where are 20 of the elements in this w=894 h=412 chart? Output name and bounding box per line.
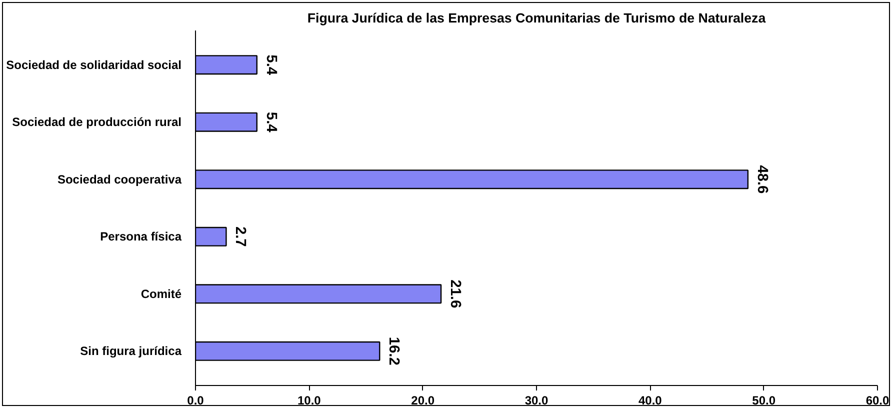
x-tick-label: 30.0: [524, 394, 549, 408]
x-tick-label: 0.0: [187, 394, 204, 408]
data-label: 5.4: [262, 112, 279, 134]
data-label: 16.2: [386, 336, 402, 366]
x-tick-label: 20.0: [411, 394, 435, 408]
x-tick-label: 50.0: [752, 394, 776, 408]
data-label: 21.6: [447, 280, 464, 308]
y-tick-label: Sociedad cooperativa: [57, 172, 182, 186]
x-tick-label: 40.0: [638, 394, 662, 408]
data-label: 2.7: [232, 226, 248, 247]
data-label: 5.4: [262, 54, 279, 76]
y-tick-label: Comité: [140, 286, 182, 301]
y-tick-label: Sociedad de producción rural: [12, 115, 182, 130]
x-tick-label: 10.0: [297, 394, 322, 408]
y-tick-label: Sin figura jurídica: [80, 344, 182, 358]
chart-title: Figura Jurídica de las Empresas Comunitarias de Turismo de Naturaleza: [307, 10, 766, 26]
y-tick-label: Sociedad de solidaridad social: [6, 58, 182, 72]
data-label: 48.6: [754, 165, 770, 194]
y-tick-label: Persona física: [100, 230, 182, 244]
x-tick-label: 60.0: [866, 394, 890, 408]
